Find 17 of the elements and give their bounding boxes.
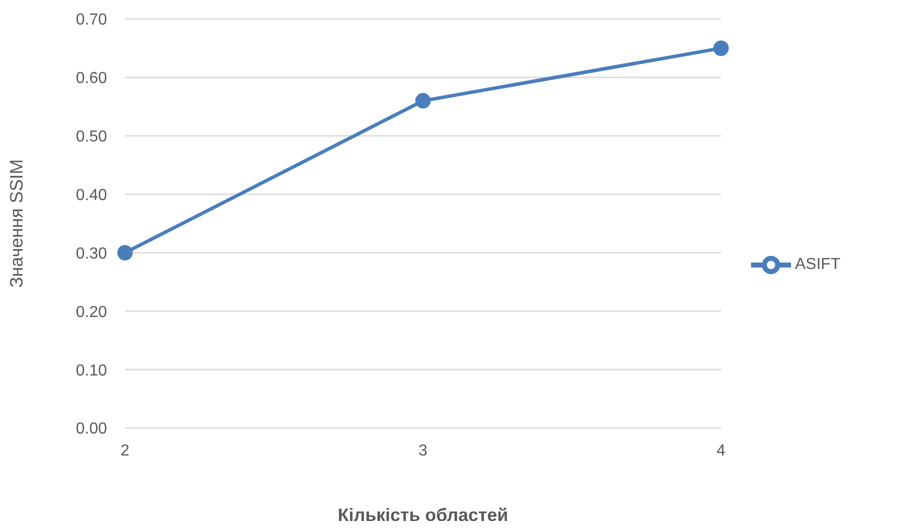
y-tick-label: 0.10 [76, 362, 108, 380]
point [415, 93, 431, 109]
y-tick-label: 0.50 [76, 128, 108, 146]
y-tick-label: 0.70 [76, 12, 108, 29]
x-tick-label: 4 [716, 442, 726, 460]
x-tick-label: 3 [418, 442, 428, 460]
y-tick-label: 0.00 [76, 420, 108, 438]
point [117, 244, 133, 260]
x-axis-title: Кількість областей [338, 505, 508, 525]
point [713, 40, 729, 56]
y-tick-label: 0.20 [76, 304, 108, 321]
x-tick-label: 2 [120, 442, 130, 460]
y-tick-label: 0.60 [76, 70, 108, 88]
y-axis-title: Значення SSIM [6, 159, 26, 288]
y-tick-label: 0.30 [76, 245, 108, 262]
y-tick-label: 0.40 [76, 186, 108, 204]
legend-label: ASIFT [795, 256, 840, 273]
